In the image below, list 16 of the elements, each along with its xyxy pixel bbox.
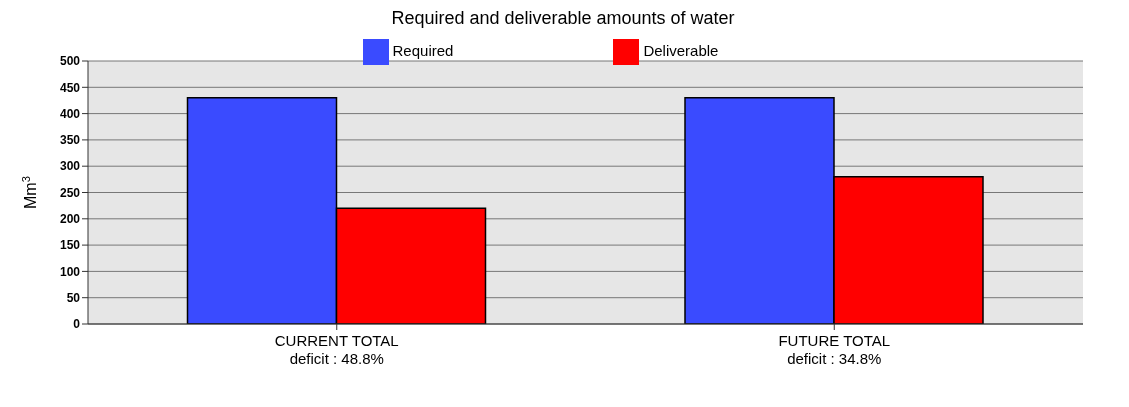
y-tick-label: 450 <box>59 80 81 95</box>
x-tick-label: CURRENT TOTAL deficit : 48.8% <box>274 332 399 367</box>
y-tick-label: 500 <box>59 54 81 69</box>
y-tick-label: 300 <box>59 159 81 174</box>
y-tick-label: 200 <box>59 212 81 227</box>
y-tick-label: 50 <box>66 290 81 305</box>
chart-title: Required and deliverable amounts of water <box>390 8 736 29</box>
legend-label: Deliverable <box>643 41 719 59</box>
legend-label: Required <box>392 41 454 59</box>
y-tick-label: 400 <box>59 106 81 121</box>
y-tick-label: 150 <box>59 238 81 253</box>
y-tick-label: 350 <box>59 133 81 148</box>
y-tick-label: 0 <box>73 317 81 332</box>
y-tick-label: 250 <box>59 185 81 200</box>
x-tick-label: FUTURE TOTAL deficit : 34.8% <box>778 332 891 367</box>
y-tick-label: 100 <box>59 264 81 279</box>
